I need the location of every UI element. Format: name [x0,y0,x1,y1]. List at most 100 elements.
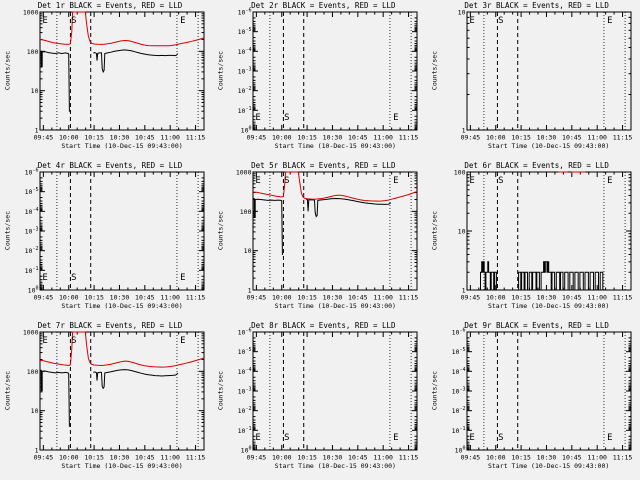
plot-cell-det-8r: Det 8r BLACK = Events, RED = LLD Counts/… [213,320,426,480]
x-tick-label: 11:15 [186,294,206,302]
event-marker: E [42,336,47,346]
plot-border [252,171,418,291]
x-tick-label: 11:00 [160,454,180,462]
x-tick-label: 11:15 [186,134,206,142]
plot-border [252,331,418,451]
x-tick-label: 10:30 [110,294,130,302]
series-events [93,369,179,390]
series-events [517,261,603,291]
y-tick-label: 100 [28,286,39,295]
x-tick-label: 10:15 [84,454,104,462]
x-tick-label: 10:30 [110,454,130,462]
x-axis-label: Start Time (10-Dec-15 09:43:00) [61,462,183,470]
x-tick-label: 09:45 [460,294,480,302]
x-tick-label: 10:30 [323,294,343,302]
x-tick-label: 10:15 [298,454,318,462]
event-marker: E [607,433,612,443]
event-marker: S [498,433,503,443]
x-tick-label: 10:00 [272,294,292,302]
x-tick-label: 09:45 [247,134,267,142]
plot-title: Det 7r BLACK = Events, RED = LLD [37,321,183,330]
x-axis-label: Start Time (10-Dec-15 09:43:00) [487,302,610,310]
x-tick-label: 11:00 [587,454,607,462]
x-tick-label: 10:15 [298,134,318,142]
series-events [479,261,497,291]
plot-area: 09:45 10:00 10:15 10:30 10:45 11:00 11:15 10-6 1… [238,328,419,462]
series-lld [39,331,205,368]
x-tick-label: 11:00 [374,454,394,462]
y-tick-label: 100 [241,446,252,455]
y-tick-label: 10-3 [238,387,252,396]
y-tick-label: 10-6 [238,328,252,337]
y-tick-label: 10-1 [238,426,252,435]
event-marker: S [498,176,503,186]
x-tick-label: 09:45 [460,454,480,462]
x-tick-label: 10:45 [562,134,582,142]
y-tick-label: 10-5 [238,347,252,356]
x-tick-label: 10:15 [511,294,531,302]
y-tick-label: 10-5 [238,27,252,36]
x-tick-label: 10:00 [272,134,292,142]
plot-area: 09:45 10:00 10:15 10:30 10:45 11:00 11:15 1000 1… [23,9,206,142]
y-tick-label: 10-3 [25,227,39,236]
x-tick-label: 10:15 [511,134,531,142]
x-axis-label: Start Time (10-Dec-15 09:43:00) [274,142,396,150]
event-marker: E [607,16,612,26]
series-events [40,50,70,112]
x-tick-label: 10:30 [110,134,130,142]
x-tick-label: 11:15 [399,134,419,142]
y-tick-label: 10 [31,407,39,415]
x-tick-label: 11:00 [160,294,180,302]
y-tick-label: 100 [27,368,39,376]
y-tick-label: 10-4 [25,207,39,216]
x-tick-label: 11:15 [399,454,419,462]
plot-title: Det 4r BLACK = Events, RED = LLD [37,161,183,170]
y-tick-label: 10-5 [451,347,465,356]
series-events [40,369,70,427]
y-tick-label: 10-6 [451,328,465,337]
series-lld [253,171,418,202]
x-axis-label: Start Time (10-Dec-15 09:43:00) [487,462,610,470]
y-tick-label: 10 [457,228,465,236]
plot-title: Det 3r BLACK = Events, RED = LLD [464,1,609,10]
x-axis-label: Start Time (10-Dec-15 09:43:00) [274,462,396,470]
plot-cell-det-5r: Det 5r BLACK = Events, RED = LLD Counts/… [213,160,426,320]
x-tick-label: 10:00 [486,454,506,462]
y-tick-label: 1000 [236,169,252,177]
event-marker: E [42,16,47,26]
plot-cell-det-3r: Det 3r BLACK = Events, RED = LLD Counts/… [427,0,640,160]
plot-area: 09:45 10:00 10:15 10:30 10:45 11:00 11:15 1000 1… [23,329,206,462]
x-tick-label: 10:15 [84,294,104,302]
y-tick-label: 10-2 [25,246,39,255]
x-tick-label: 10:45 [348,294,368,302]
x-tick-label: 10:15 [298,294,318,302]
plot-area: 09:45 10:00 10:15 10:30 10:45 11:00 11:15 10-6 1… [451,328,632,462]
y-tick-label: 100 [241,126,252,135]
x-tick-label: 10:45 [135,294,155,302]
plot-border [466,331,632,451]
x-tick-label: 10:45 [135,134,155,142]
x-tick-label: 10:30 [536,134,556,142]
plot-cell-det-4r: Det 4r BLACK = Events, RED = LLD Counts/… [0,160,213,320]
x-tick-label: 09:45 [247,294,267,302]
plot-border [466,11,632,131]
x-tick-label: 10:30 [323,454,343,462]
event-marker: S [71,273,76,283]
x-tick-label: 10:30 [536,454,556,462]
plot-title: Det 9r BLACK = Events, RED = LLD [464,321,609,330]
plot-title: Det 5r BLACK = Events, RED = LLD [251,161,396,170]
event-marker: E [180,336,185,346]
x-tick-label: 09:45 [34,134,54,142]
series-events [306,197,392,218]
plot-border [39,11,205,131]
plot-area: 09:45 10:00 10:15 10:30 10:45 11:00 11:15 10-6 1… [238,8,419,142]
x-tick-label: 11:00 [587,294,607,302]
y-tick-label: 100 [454,446,465,455]
plot-title: Det 6r BLACK = Events, RED = LLD [464,161,609,170]
x-tick-label: 11:15 [612,134,632,142]
event-marker: E [180,273,185,283]
event-marker: E [42,273,47,283]
x-tick-label: 11:00 [587,134,607,142]
y-tick-label: 10-2 [238,86,252,95]
event-marker: S [284,113,289,123]
